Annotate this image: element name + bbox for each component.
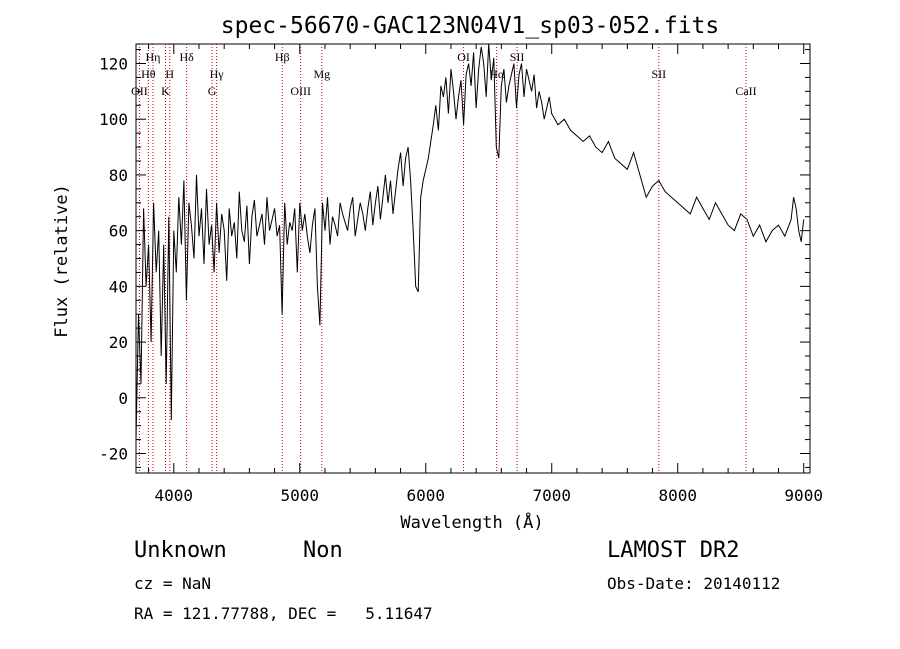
- y-tick-label: 80: [109, 166, 128, 185]
- y-tick-label: 100: [99, 110, 128, 129]
- spectral-line-label: Hθ: [141, 67, 156, 81]
- spectral-line-label: Mg: [313, 67, 330, 81]
- x-tick-label: 6000: [406, 486, 445, 505]
- spectral-line-label: H: [165, 67, 174, 81]
- chart-title: spec-56670-GAC123N04V1_sp03-052.fits: [221, 13, 720, 39]
- spectral-line-label: SII: [510, 50, 525, 64]
- y-tick-label: -20: [99, 445, 128, 464]
- y-tick-label: 120: [99, 55, 128, 74]
- spectral-line-label: Hβ: [275, 50, 290, 64]
- spectral-line-label: G: [208, 84, 217, 98]
- spectral-line-label: Hδ: [179, 50, 194, 64]
- object-subclass: Non: [303, 538, 343, 563]
- spectral-line-label: OIII: [290, 84, 311, 98]
- spectral-line-label: Hα: [489, 67, 505, 81]
- y-tick-label: 60: [109, 222, 128, 241]
- x-tick-label: 9000: [784, 486, 823, 505]
- spectral-line-label: CaII: [735, 84, 756, 98]
- spectral-line-label: SII: [651, 67, 666, 81]
- spectral-line-label: Hγ: [210, 67, 225, 81]
- spectral-line-label: K: [161, 84, 170, 98]
- object-class: Unknown: [134, 538, 227, 563]
- y-tick-label: 0: [118, 389, 128, 408]
- x-axis-label: Wavelength (Å): [400, 511, 543, 533]
- spectrum-line: [135, 43, 805, 440]
- x-tick-label: 5000: [281, 486, 320, 505]
- y-tick-label: 40: [109, 277, 128, 296]
- x-tick-label: 7000: [532, 486, 571, 505]
- survey-name: LAMOST DR2: [607, 538, 740, 563]
- spectral-line-label: Hη: [146, 50, 161, 64]
- y-axis: -20 0 20 40 60 80 100 120: [99, 49, 810, 468]
- y-axis-label: Flux (relative): [52, 184, 72, 338]
- x-tick-label: 4000: [155, 486, 194, 505]
- x-axis: 4000 5000 6000 7000 8000 9000: [148, 44, 823, 505]
- observation-date: Obs-Date: 20140112: [607, 574, 781, 593]
- redshift-readout: cz = NaN: [134, 574, 212, 593]
- spectral-line-label: OI: [457, 50, 470, 64]
- coordinates-readout: RA = 121.77788, DEC = 5.11647: [134, 604, 433, 623]
- x-tick-label: 8000: [658, 486, 697, 505]
- y-tick-label: 20: [109, 333, 128, 352]
